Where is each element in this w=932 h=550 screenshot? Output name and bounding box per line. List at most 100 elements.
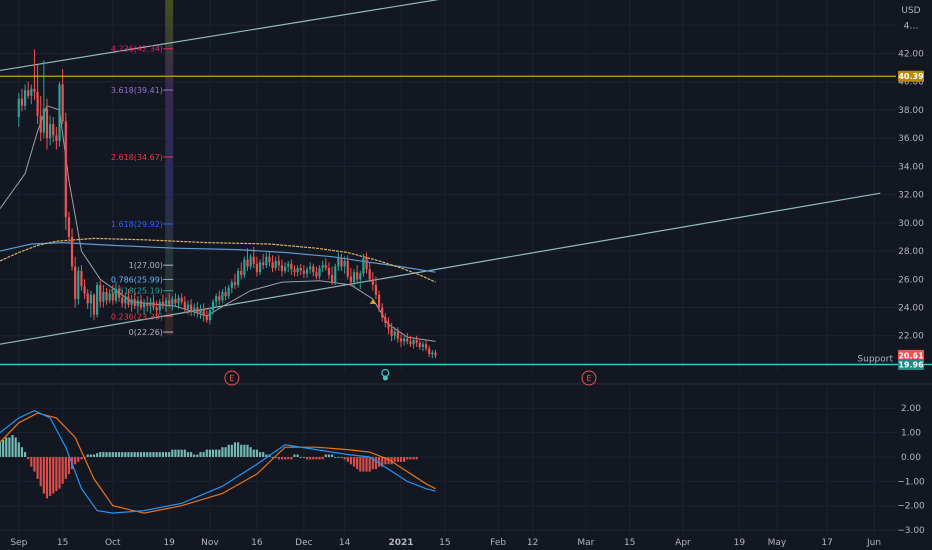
candle[interactable] <box>117 284 121 302</box>
candle[interactable] <box>171 296 174 311</box>
candle[interactable] <box>121 289 124 308</box>
candle[interactable] <box>36 64 39 125</box>
candle[interactable] <box>61 69 64 125</box>
candle[interactable] <box>265 252 268 268</box>
candle[interactable] <box>23 84 27 110</box>
candle[interactable] <box>421 341 425 352</box>
candle[interactable] <box>168 293 171 308</box>
candle[interactable] <box>246 248 249 271</box>
candle[interactable] <box>196 301 199 318</box>
earnings-event-marker[interactable]: E <box>581 370 597 386</box>
candle[interactable] <box>77 266 80 305</box>
candle[interactable] <box>365 252 368 274</box>
candle[interactable] <box>230 279 233 294</box>
candle[interactable] <box>193 303 196 316</box>
candle[interactable] <box>215 293 218 308</box>
candle[interactable] <box>102 284 105 308</box>
candle[interactable] <box>39 95 42 141</box>
price-levels[interactable]: Support <box>0 75 932 366</box>
candle[interactable] <box>183 296 186 314</box>
candle[interactable] <box>305 266 309 278</box>
candle[interactable] <box>252 246 255 268</box>
candle[interactable] <box>55 126 58 150</box>
candle[interactable] <box>92 293 96 321</box>
candle[interactable] <box>412 337 415 349</box>
candle[interactable] <box>224 286 227 301</box>
candle[interactable] <box>368 262 371 283</box>
candle[interactable] <box>290 259 293 276</box>
candle[interactable] <box>362 253 365 277</box>
candle[interactable] <box>158 299 161 315</box>
candle[interactable] <box>274 256 277 271</box>
candle[interactable] <box>146 296 149 312</box>
candle[interactable] <box>164 297 168 312</box>
candle[interactable] <box>139 294 143 311</box>
candle[interactable] <box>96 282 99 318</box>
candle[interactable] <box>70 228 74 271</box>
candle[interactable] <box>180 293 183 305</box>
macd-panel[interactable] <box>0 409 436 514</box>
candle[interactable] <box>258 259 262 276</box>
candle[interactable] <box>396 327 399 343</box>
candle[interactable] <box>312 263 315 277</box>
candle[interactable] <box>124 293 127 309</box>
candle[interactable] <box>80 265 83 291</box>
candle[interactable] <box>211 299 215 315</box>
lower-trendline[interactable] <box>0 192 881 345</box>
candle[interactable] <box>334 263 337 285</box>
candle[interactable] <box>45 98 49 150</box>
candle[interactable] <box>108 289 111 304</box>
candle[interactable] <box>371 272 374 291</box>
candle[interactable] <box>343 256 346 274</box>
candle[interactable] <box>352 269 356 288</box>
candle[interactable] <box>318 265 321 280</box>
candle[interactable] <box>321 260 324 273</box>
candle[interactable] <box>105 287 108 305</box>
time-axis[interactable]: Sep 15 Oct 19 Nov 16 Dec 14 2021 15 Feb 12 Mar 15 Apr 1… <box>10 538 881 548</box>
candle[interactable] <box>424 339 428 352</box>
candle[interactable] <box>199 304 202 319</box>
candle[interactable] <box>89 290 92 318</box>
candle[interactable] <box>374 276 378 300</box>
candle[interactable] <box>130 294 133 312</box>
candle[interactable] <box>208 307 211 325</box>
candle[interactable] <box>346 255 349 280</box>
candle[interactable] <box>277 255 280 271</box>
candle[interactable] <box>377 290 381 312</box>
candle[interactable] <box>30 84 33 105</box>
candle[interactable] <box>249 253 252 270</box>
candle[interactable] <box>136 296 139 314</box>
candle[interactable] <box>283 262 287 274</box>
candle[interactable] <box>349 267 352 287</box>
candle[interactable] <box>359 270 362 290</box>
candle[interactable] <box>299 263 302 276</box>
candle[interactable] <box>324 258 327 271</box>
candle[interactable] <box>337 252 340 271</box>
candle[interactable] <box>67 211 71 243</box>
candle[interactable] <box>262 253 265 270</box>
candle[interactable] <box>177 294 180 309</box>
candle[interactable] <box>58 81 61 147</box>
candle[interactable] <box>393 327 396 340</box>
price-axis[interactable]: USD 4… 42.00 40.00 38.00 36.00 34.00 32.00 30.0… <box>898 6 924 342</box>
candle[interactable] <box>315 266 318 280</box>
candle[interactable] <box>387 317 390 335</box>
candle[interactable] <box>221 289 224 304</box>
candle[interactable] <box>64 112 67 230</box>
candle[interactable] <box>237 267 240 288</box>
candle[interactable] <box>52 117 55 143</box>
candles[interactable] <box>17 49 437 359</box>
candle[interactable] <box>406 332 409 345</box>
candle[interactable] <box>190 299 193 316</box>
candle[interactable] <box>356 265 359 283</box>
candle[interactable] <box>74 256 77 308</box>
candle[interactable] <box>33 49 36 101</box>
candle[interactable] <box>381 303 384 322</box>
candle[interactable] <box>296 265 299 277</box>
candle[interactable] <box>340 253 343 271</box>
candle[interactable] <box>327 262 331 280</box>
candle[interactable] <box>309 262 312 274</box>
candle[interactable] <box>271 255 274 273</box>
